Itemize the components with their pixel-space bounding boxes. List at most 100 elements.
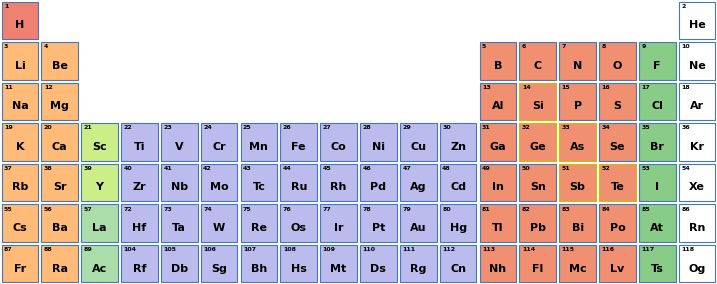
Text: 80: 80 xyxy=(442,206,451,212)
Bar xyxy=(559,164,596,201)
Bar xyxy=(161,123,198,161)
Bar xyxy=(679,245,716,282)
Text: Mc: Mc xyxy=(569,264,587,273)
Bar xyxy=(280,204,317,242)
Text: Te: Te xyxy=(611,182,625,193)
Bar xyxy=(559,83,596,120)
Text: 29: 29 xyxy=(402,125,411,130)
Text: Li: Li xyxy=(14,61,25,71)
Text: 40: 40 xyxy=(123,166,132,171)
Text: 26: 26 xyxy=(282,125,292,130)
Bar xyxy=(559,245,596,282)
Text: 33: 33 xyxy=(561,125,571,130)
Text: 44: 44 xyxy=(282,166,292,171)
Text: I: I xyxy=(655,182,659,193)
Bar xyxy=(201,123,237,161)
Text: Pb: Pb xyxy=(530,223,546,233)
Bar xyxy=(599,42,636,80)
Bar xyxy=(480,204,516,242)
Text: Ge: Ge xyxy=(529,142,546,152)
Text: Sb: Sb xyxy=(569,182,586,193)
Text: Sn: Sn xyxy=(530,182,546,193)
Text: 115: 115 xyxy=(561,247,575,252)
Text: Hs: Hs xyxy=(291,264,307,273)
Text: 117: 117 xyxy=(641,247,655,252)
Bar xyxy=(1,83,38,120)
Text: 38: 38 xyxy=(44,166,52,171)
Text: Hg: Hg xyxy=(450,223,467,233)
Text: Ra: Ra xyxy=(52,264,67,273)
Bar xyxy=(639,123,675,161)
Bar xyxy=(480,245,516,282)
Text: 53: 53 xyxy=(641,166,650,171)
Text: Cd: Cd xyxy=(450,182,466,193)
Bar xyxy=(440,123,476,161)
Bar xyxy=(42,204,78,242)
Text: 86: 86 xyxy=(681,206,690,212)
Text: 41: 41 xyxy=(163,166,172,171)
Bar xyxy=(320,123,357,161)
Bar xyxy=(121,164,158,201)
Bar xyxy=(400,204,437,242)
Bar xyxy=(1,164,38,201)
Bar xyxy=(519,164,556,201)
Text: 9: 9 xyxy=(641,44,646,49)
Text: Sg: Sg xyxy=(211,264,227,273)
Text: 76: 76 xyxy=(282,206,292,212)
Text: Br: Br xyxy=(650,142,664,152)
Text: 48: 48 xyxy=(442,166,451,171)
Bar xyxy=(400,245,437,282)
Text: 11: 11 xyxy=(4,85,13,90)
Text: Ar: Ar xyxy=(690,101,704,111)
Text: Rg: Rg xyxy=(410,264,427,273)
Bar xyxy=(559,42,596,80)
Text: Pt: Pt xyxy=(371,223,385,233)
Text: Ta: Ta xyxy=(172,223,186,233)
Bar xyxy=(360,164,397,201)
Bar xyxy=(480,42,516,80)
Text: 88: 88 xyxy=(44,247,52,252)
Text: Kr: Kr xyxy=(690,142,704,152)
Text: Mg: Mg xyxy=(50,101,69,111)
Bar xyxy=(360,204,397,242)
Text: 108: 108 xyxy=(282,247,296,252)
Text: Ne: Ne xyxy=(689,61,706,71)
Bar xyxy=(440,164,476,201)
Text: 10: 10 xyxy=(681,44,690,49)
Bar xyxy=(42,123,78,161)
Text: At: At xyxy=(650,223,664,233)
Text: 72: 72 xyxy=(123,206,132,212)
Text: 4: 4 xyxy=(44,44,48,49)
Bar xyxy=(639,42,675,80)
Bar xyxy=(559,204,596,242)
Text: 87: 87 xyxy=(4,247,13,252)
Text: N: N xyxy=(573,61,582,71)
Text: Cl: Cl xyxy=(651,101,663,111)
Text: 51: 51 xyxy=(561,166,571,171)
Bar xyxy=(360,245,397,282)
Text: S: S xyxy=(614,101,622,111)
Text: Si: Si xyxy=(532,101,543,111)
Text: Ds: Ds xyxy=(371,264,386,273)
Text: Au: Au xyxy=(410,223,427,233)
Text: Pd: Pd xyxy=(371,182,386,193)
Bar xyxy=(161,204,198,242)
Bar xyxy=(42,83,78,120)
Text: 82: 82 xyxy=(522,206,531,212)
Text: Nb: Nb xyxy=(171,182,188,193)
Text: Cr: Cr xyxy=(212,142,226,152)
Bar xyxy=(519,42,556,80)
Text: Ts: Ts xyxy=(651,264,664,273)
Bar xyxy=(1,245,38,282)
Text: 73: 73 xyxy=(163,206,172,212)
Text: As: As xyxy=(570,142,585,152)
Text: 83: 83 xyxy=(561,206,571,212)
Text: Rf: Rf xyxy=(133,264,146,273)
Bar xyxy=(201,245,237,282)
Text: In: In xyxy=(492,182,504,193)
Text: 22: 22 xyxy=(123,125,132,130)
Text: C: C xyxy=(533,61,542,71)
Text: Ba: Ba xyxy=(52,223,67,233)
Bar xyxy=(519,123,556,161)
Text: 42: 42 xyxy=(203,166,212,171)
